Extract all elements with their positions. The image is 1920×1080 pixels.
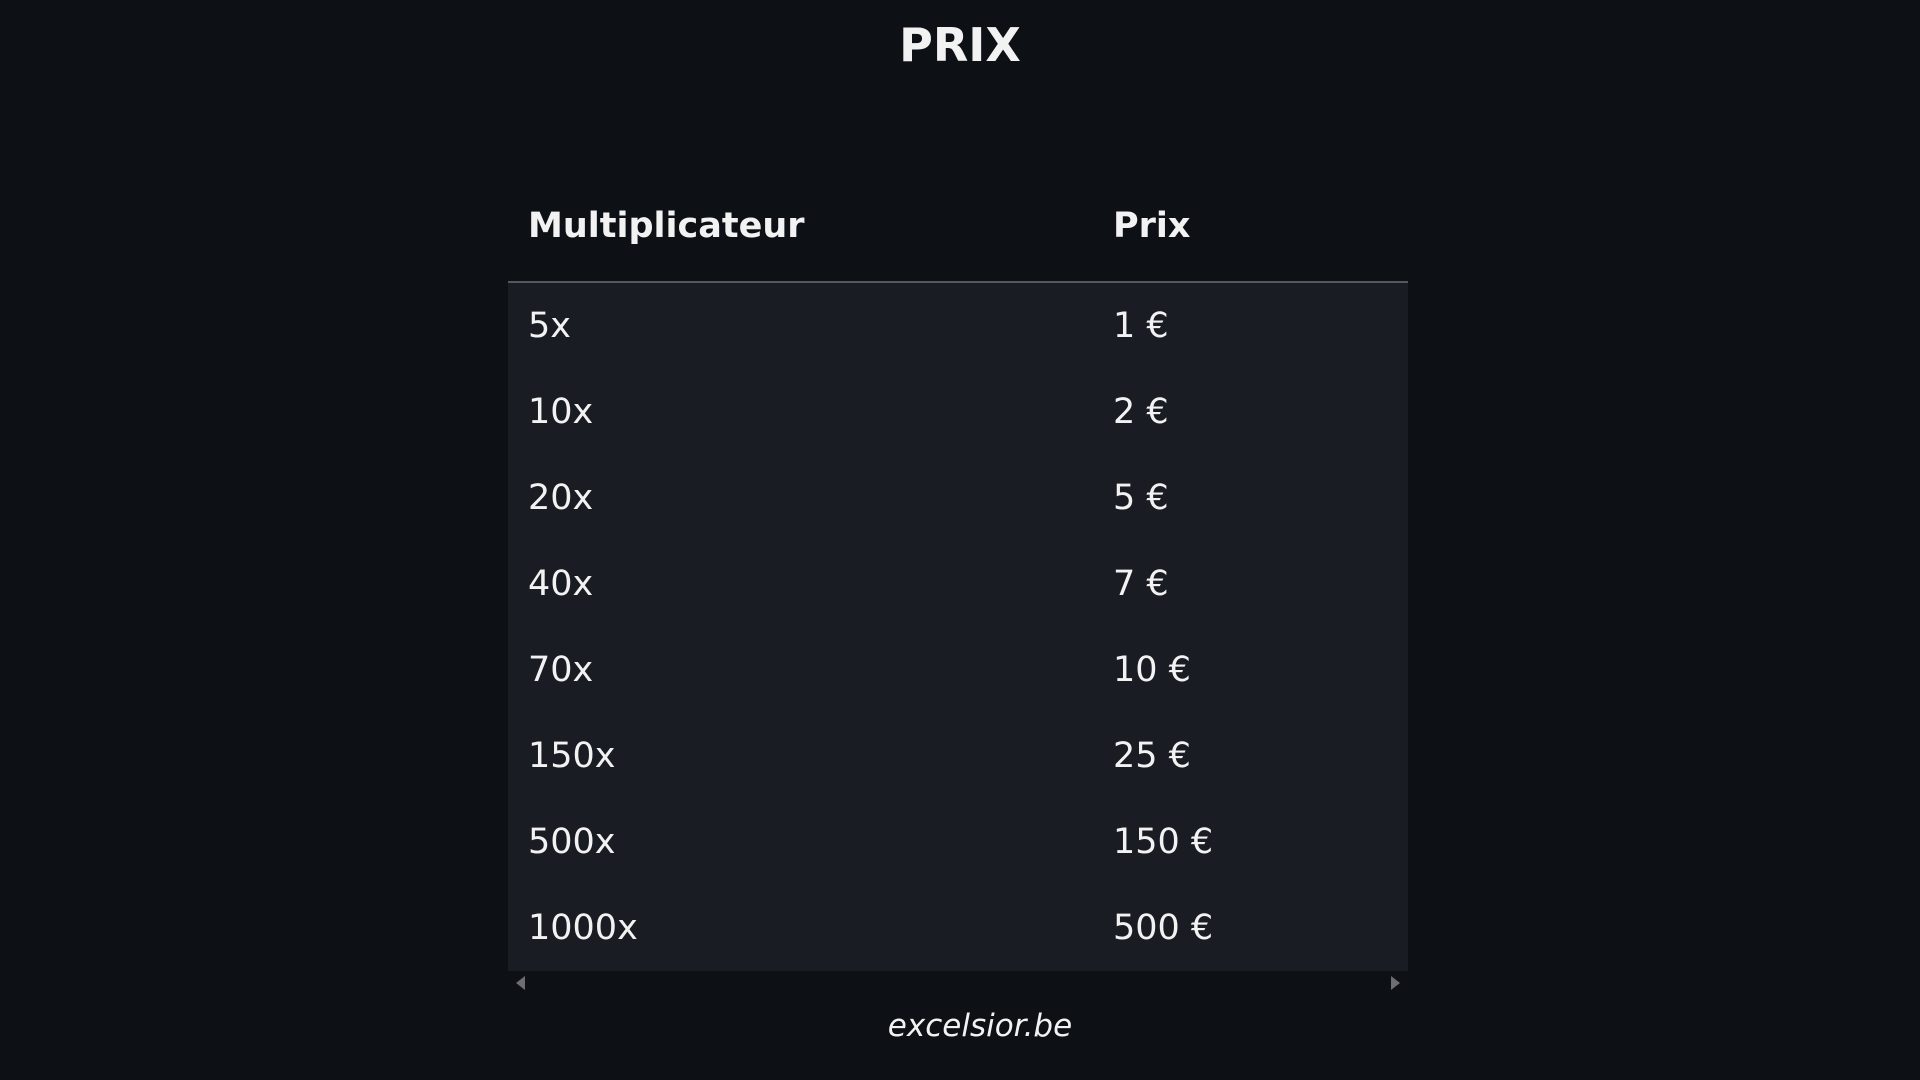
header-multiplier: Multiplicateur <box>528 205 805 246</box>
prize-table: Multiplicateur Prix 5x 1 € 10x 2 € 20x 5 € 40x… <box>508 170 1408 971</box>
multiplier-cell: 10x <box>528 392 594 432</box>
source-caption: excelsior.be <box>887 1008 1073 1044</box>
table-header: Multiplicateur Prix <box>508 170 1408 283</box>
header-price: Prix <box>1113 205 1191 246</box>
multiplier-cell: 40x <box>528 564 594 604</box>
multiplier-cell: 5x <box>528 306 571 346</box>
price-cell: 5 € <box>1113 478 1169 518</box>
page-title: PRIX <box>899 18 1021 72</box>
price-cell: 1 € <box>1113 306 1169 346</box>
price-cell: 2 € <box>1113 392 1169 432</box>
table-row: 40x 7 € <box>508 541 1408 627</box>
table-row: 1000x 500 € <box>508 885 1408 971</box>
table-row: 5x 1 € <box>508 283 1408 369</box>
scroll-left-icon[interactable] <box>516 976 525 990</box>
horizontal-scrollbar[interactable] <box>508 972 1408 994</box>
multiplier-cell: 1000x <box>528 908 638 948</box>
price-cell: 25 € <box>1113 736 1191 776</box>
price-cell: 150 € <box>1113 822 1214 862</box>
scroll-right-icon[interactable] <box>1391 976 1400 990</box>
table-row: 150x 25 € <box>508 713 1408 799</box>
price-cell: 500 € <box>1113 908 1214 948</box>
table-row: 10x 2 € <box>508 369 1408 455</box>
table-body: 5x 1 € 10x 2 € 20x 5 € 40x 7 € 70x 10 € 150x 25 € 50… <box>508 283 1408 971</box>
table-row: 500x 150 € <box>508 799 1408 885</box>
price-cell: 10 € <box>1113 650 1191 690</box>
price-cell: 7 € <box>1113 564 1169 604</box>
multiplier-cell: 70x <box>528 650 594 690</box>
table-row: 70x 10 € <box>508 627 1408 713</box>
multiplier-cell: 150x <box>528 736 616 776</box>
multiplier-cell: 20x <box>528 478 594 518</box>
multiplier-cell: 500x <box>528 822 616 862</box>
table-row: 20x 5 € <box>508 455 1408 541</box>
